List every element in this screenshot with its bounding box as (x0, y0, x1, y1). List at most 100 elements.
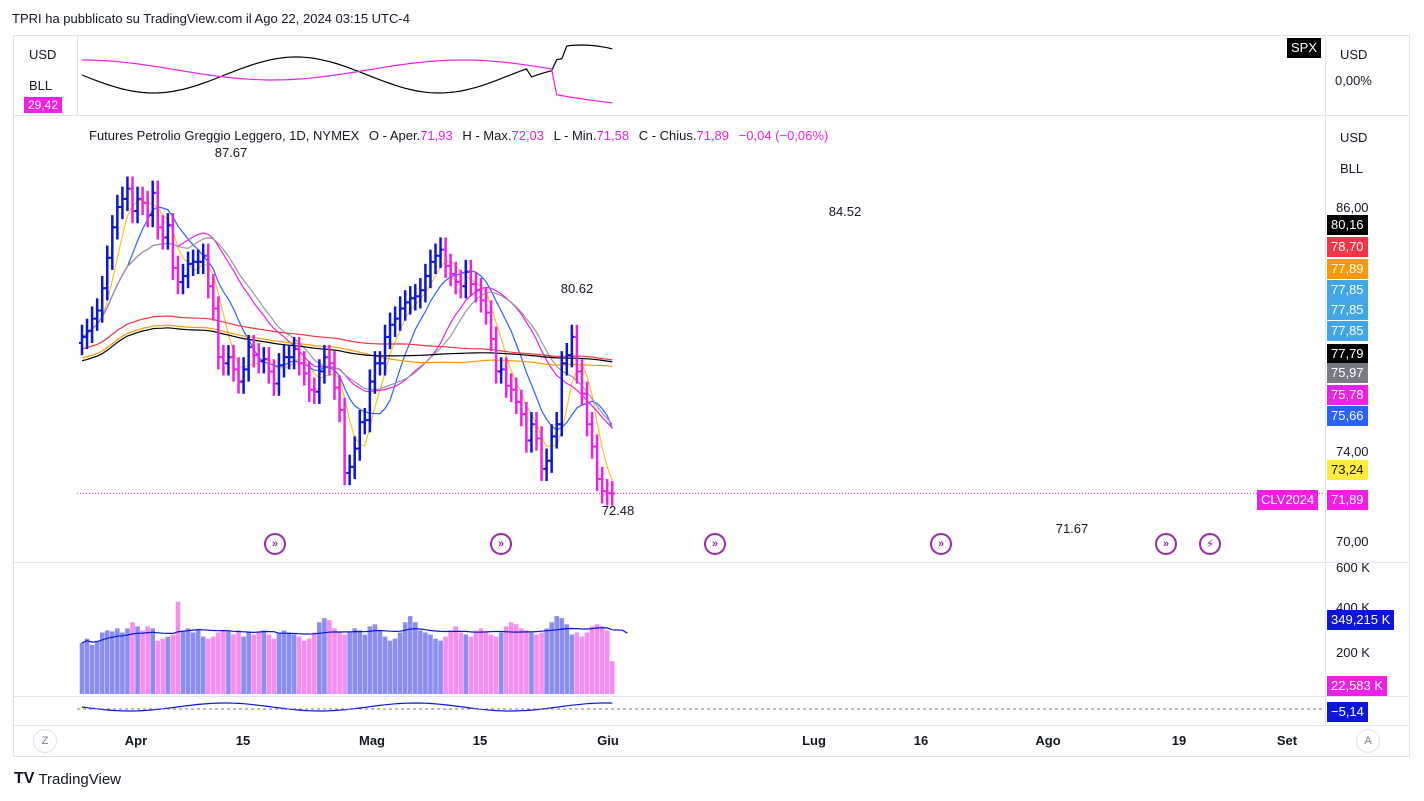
volume-bar (84, 638, 90, 694)
volume-bar (256, 632, 262, 694)
top-pane-separator (14, 115, 1409, 116)
volume-bar (554, 616, 559, 694)
oscillator-line (77, 702, 1325, 712)
volume-bar (301, 640, 307, 694)
volume-bar (317, 622, 322, 694)
volume-bar (94, 640, 100, 694)
volume-bar (443, 636, 448, 694)
tradingview-wordmark: TradingView (38, 770, 121, 788)
volume-bar (367, 626, 373, 694)
volume-bars (79, 601, 628, 694)
volume-bar (140, 630, 145, 694)
volume-bar (498, 632, 504, 694)
top-left-value-badge: 29,42 (24, 97, 63, 113)
volume-bar (155, 640, 161, 694)
volume-bar (135, 626, 140, 694)
legend-high-value: 72,03 (511, 128, 545, 143)
volume-bar (352, 628, 357, 694)
legend-change: −0,04 (−0,06%) (738, 128, 829, 143)
price-badge: 77,85 (1327, 321, 1368, 341)
volume-bar (327, 620, 332, 694)
main-right-unit-bll[interactable]: BLL (1340, 161, 1364, 176)
volume-bar (478, 628, 484, 694)
volume-bar (438, 640, 443, 694)
price-badge: 77,89 (1327, 259, 1368, 279)
volume-bar (312, 632, 317, 694)
volume-bar (99, 632, 105, 694)
volume-bar (508, 622, 514, 694)
price-badge: 73,24 (1327, 460, 1368, 480)
y-tick-86: 86,00 (1336, 200, 1369, 215)
event-marker-icon[interactable]: » (264, 533, 286, 555)
volume-bar (609, 661, 615, 694)
event-marker-icon[interactable]: » (930, 533, 952, 555)
volume-bar (433, 638, 438, 694)
volume-bar (418, 630, 423, 694)
volume-bar (559, 618, 565, 694)
price-badge: 78,70 (1327, 237, 1368, 257)
volume-bar (281, 630, 287, 694)
y-tick-70: 70,00 (1336, 534, 1369, 549)
price-annotation: 84.52 (829, 204, 862, 219)
volume-bar (594, 624, 600, 694)
tradingview-mark-icon: TV (14, 770, 35, 787)
volume-bar (579, 636, 585, 694)
volume-bar (251, 634, 256, 694)
spx-compare-line (81, 44, 613, 94)
volume-bar (519, 628, 524, 694)
main-right-unit-usd[interactable]: USD (1340, 130, 1368, 145)
volume-bar (473, 630, 479, 694)
vol-tick-600k: 600 K (1336, 560, 1370, 575)
auto-scale-left-button[interactable]: Z (33, 729, 57, 753)
volume-bar (216, 632, 221, 694)
volume-bar (150, 628, 155, 694)
x-axis-label: 15 (235, 733, 251, 748)
event-marker-icon[interactable]: » (490, 533, 512, 555)
symbol-price-label: CLV2024 (1257, 490, 1319, 510)
publish-header: TPRI ha pubblicato su TradingView.com il… (12, 11, 410, 26)
volume-bar (271, 638, 277, 694)
volume-bar (342, 634, 347, 694)
price-annotation: 80.62 (561, 281, 594, 296)
event-marker-icon[interactable]: » (704, 533, 726, 555)
x-axis-label: Mag (359, 733, 385, 748)
chart-frame (13, 35, 1410, 757)
volume-bar (322, 618, 327, 694)
volume-bar (190, 632, 196, 694)
legend-open-label: O - Aper. (368, 128, 421, 143)
ma-60-line (81, 315, 613, 361)
top-left-unit-usd[interactable]: USD (29, 47, 57, 62)
auto-scale-right-button[interactable]: A (1356, 729, 1380, 753)
event-marker-icon[interactable]: » (1155, 533, 1177, 555)
volume-bar (291, 634, 297, 694)
volume-bar (382, 636, 388, 694)
volume-bar (514, 624, 519, 694)
volume-bar (529, 632, 534, 694)
volume-bar (599, 626, 605, 694)
volume-bar (104, 630, 110, 694)
volume-bar (392, 638, 398, 694)
volume-bar (503, 626, 509, 694)
volume-bar (549, 622, 554, 694)
x-axis-label: 16 (913, 733, 929, 748)
volume-bar (115, 628, 120, 694)
price-annotation: 87.67 (215, 145, 248, 160)
ma-100-line (81, 327, 613, 363)
crude-compare-line (82, 59, 613, 104)
oscillator-series (81, 702, 613, 712)
top-left-unit-bll[interactable]: BLL (29, 78, 53, 93)
x-axis-label: 19 (1171, 733, 1187, 748)
price-badge: 77,79 (1327, 344, 1368, 364)
volume-pane-separator (14, 562, 1409, 563)
volume-bar (175, 601, 181, 694)
left-scale-separator (77, 36, 78, 116)
y-tick-74: 74,00 (1336, 444, 1369, 459)
vol-tick-200k: 200 K (1336, 645, 1370, 660)
volume-bar (397, 632, 403, 694)
volume-bar (231, 634, 236, 694)
price-badge: 71,89 (1327, 490, 1368, 510)
chart-annotations: 87.67 80.62 84.52 72.48 71.67 (215, 145, 1089, 536)
top-right-unit-usd[interactable]: USD (1340, 47, 1368, 62)
ohlc-bars (79, 176, 616, 506)
flash-event-icon[interactable]: ⚡ (1199, 533, 1221, 555)
